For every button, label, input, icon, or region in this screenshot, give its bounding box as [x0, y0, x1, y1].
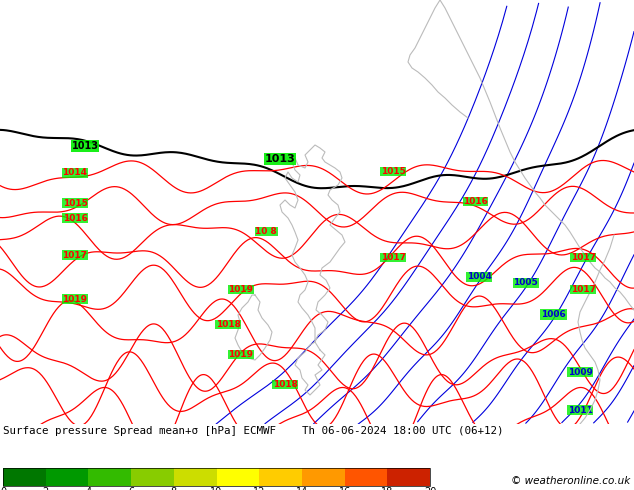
Bar	[259, 468, 302, 486]
Text: 1019: 1019	[228, 285, 254, 294]
Text: 1004: 1004	[467, 272, 491, 281]
Text: 1016: 1016	[63, 214, 87, 223]
Text: 1018: 1018	[216, 320, 241, 329]
Text: 1015: 1015	[380, 167, 406, 176]
Text: 4: 4	[86, 487, 91, 490]
Text: 10: 10	[210, 487, 223, 490]
Text: 1005: 1005	[514, 278, 538, 287]
Text: 1019: 1019	[63, 295, 87, 304]
Text: 10 8: 10 8	[256, 227, 277, 236]
Bar	[3, 468, 46, 486]
Text: 1016: 1016	[463, 197, 488, 206]
Text: 1017: 1017	[571, 285, 596, 294]
Text: 1009: 1009	[567, 368, 592, 376]
Text: 1017: 1017	[63, 251, 87, 260]
Bar	[131, 468, 174, 486]
Bar	[46, 468, 88, 486]
Text: 1013: 1013	[72, 141, 98, 151]
Text: 1011: 1011	[567, 406, 592, 415]
Text: 0: 0	[0, 487, 6, 490]
Text: 2: 2	[42, 487, 49, 490]
Text: 8: 8	[171, 487, 177, 490]
Text: 1019: 1019	[228, 350, 254, 359]
Bar	[387, 468, 430, 486]
Bar	[216, 468, 259, 486]
Bar	[88, 468, 131, 486]
Bar	[3, 468, 430, 486]
Text: 6: 6	[128, 487, 134, 490]
Text: 18: 18	[381, 487, 394, 490]
Text: 1013: 1013	[264, 154, 295, 164]
Text: © weatheronline.co.uk: © weatheronline.co.uk	[511, 476, 630, 486]
Text: 20: 20	[424, 487, 436, 490]
Bar	[302, 468, 345, 486]
Text: 16: 16	[339, 487, 351, 490]
Bar	[174, 468, 216, 486]
Text: 1018: 1018	[273, 380, 298, 389]
Text: 1015: 1015	[63, 199, 87, 208]
Text: 1014: 1014	[63, 168, 87, 177]
Text: 1006: 1006	[541, 310, 566, 319]
Bar	[345, 468, 387, 486]
Text: 1017: 1017	[571, 253, 596, 262]
Text: 12: 12	[253, 487, 266, 490]
Text: 14: 14	[296, 487, 308, 490]
Text: Surface pressure Spread mean+σ [hPa] ECMWF    Th 06-06-2024 18:00 UTC (06+12): Surface pressure Spread mean+σ [hPa] ECM…	[3, 426, 503, 436]
Text: 1017: 1017	[380, 253, 406, 262]
